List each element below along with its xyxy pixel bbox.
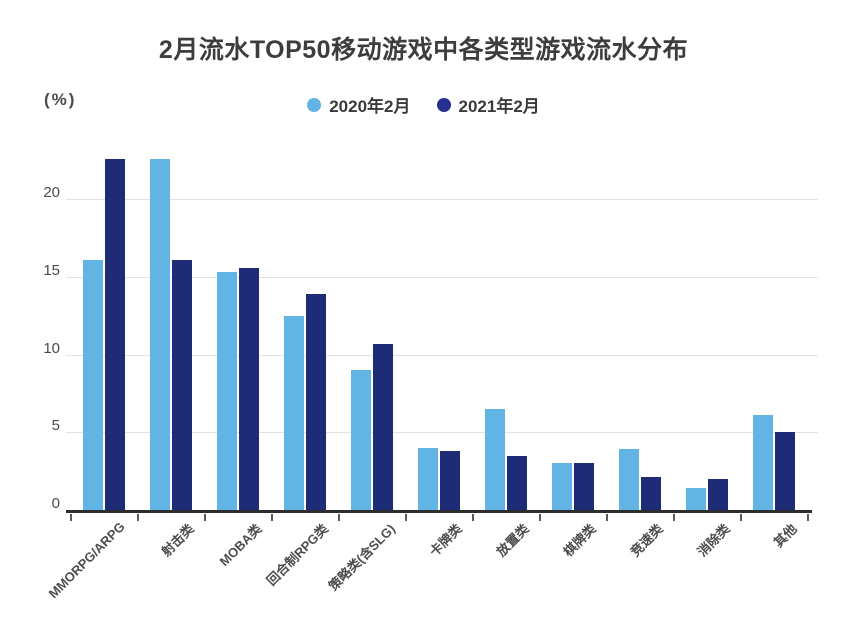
x-axis-tick bbox=[70, 514, 72, 521]
x-category-label-2: 射击类 bbox=[159, 521, 198, 560]
x-category-label-5: 策略类(含SLG) bbox=[325, 521, 399, 594]
bar-2020年2月-棋牌类 bbox=[551, 463, 572, 510]
bar-group-5 bbox=[338, 145, 405, 510]
y-tick-label-5: 5 bbox=[51, 417, 60, 435]
bar-group-10 bbox=[673, 145, 740, 510]
gridline-15 bbox=[66, 277, 818, 279]
x-axis-tick bbox=[271, 514, 273, 521]
bar-2021年2月-射击类 bbox=[171, 259, 192, 510]
gridline-10 bbox=[66, 354, 818, 356]
bar-2021年2月-棋牌类 bbox=[573, 463, 594, 510]
bar-2021年2月-其他 bbox=[774, 432, 795, 510]
bar-2021年2月-回合制RPG类 bbox=[305, 294, 326, 510]
bar-group-8 bbox=[539, 145, 606, 510]
legend: 2020年2月 2021年2月 bbox=[0, 92, 847, 117]
legend-item-2021: 2021年2月 bbox=[436, 92, 540, 117]
x-axis-tick bbox=[807, 514, 809, 521]
x-category-label-11: 其他 bbox=[771, 521, 801, 551]
legend-item-2020: 2020年2月 bbox=[307, 92, 411, 117]
y-tick-label-0: 0 bbox=[51, 495, 60, 512]
bar-2020年2月-其他 bbox=[752, 415, 773, 510]
bar-2021年2月-竞速类 bbox=[640, 477, 661, 510]
bar-2020年2月-射击类 bbox=[149, 158, 170, 510]
bar-2020年2月-MMORPG/ARPG bbox=[82, 259, 103, 510]
bar-2021年2月-策略类(含SLG) bbox=[372, 343, 393, 510]
x-category-label-6: 卡牌类 bbox=[427, 521, 466, 560]
chart-title: 2月流水TOP50移动游戏中各类型游戏流水分布 bbox=[158, 36, 689, 64]
bar-group-4 bbox=[271, 145, 338, 510]
bar-2020年2月-消除类 bbox=[685, 488, 706, 510]
bar-2020年2月-策略类(含SLG) bbox=[350, 370, 371, 510]
x-category-label-1: MMORPG/ARPG bbox=[45, 519, 129, 602]
x-axis-tick bbox=[673, 514, 675, 521]
bar-2021年2月-MMORPG/ARPG bbox=[104, 158, 125, 510]
y-tick-label-10: 10 bbox=[43, 339, 60, 357]
legend-dot-2021-icon bbox=[436, 97, 451, 112]
bar-group-1 bbox=[70, 145, 137, 510]
bar-2020年2月-卡牌类 bbox=[417, 447, 438, 510]
legend-label-2020: 2020年2月 bbox=[329, 97, 411, 116]
bar-2021年2月-MOBA类 bbox=[238, 267, 259, 510]
bar-group-3 bbox=[204, 145, 271, 510]
bar-group-6 bbox=[405, 145, 472, 510]
x-category-label-8: 棋牌类 bbox=[561, 521, 600, 560]
legend-dot-2020-icon bbox=[307, 97, 322, 112]
gridline-5 bbox=[66, 432, 818, 434]
x-category-label-9: 竞速类 bbox=[628, 521, 667, 560]
bar-2021年2月-消除类 bbox=[707, 478, 728, 510]
x-category-label-3: MOBA类 bbox=[216, 521, 265, 570]
x-axis-tick bbox=[405, 514, 407, 521]
bar-2020年2月-MOBA类 bbox=[216, 272, 237, 510]
bar-group-7 bbox=[472, 145, 539, 510]
y-tick-label-20: 20 bbox=[43, 184, 60, 202]
y-axis-unit-label: (%) bbox=[44, 90, 77, 109]
x-axis-tick bbox=[606, 514, 608, 521]
x-axis-tick bbox=[539, 514, 541, 521]
bar-2021年2月-卡牌类 bbox=[439, 450, 460, 510]
bar-2020年2月-放置类 bbox=[484, 409, 505, 510]
x-axis-tick bbox=[740, 514, 742, 521]
x-category-label-4: 回合制RPG类 bbox=[263, 521, 332, 589]
bar-group-11 bbox=[740, 145, 807, 510]
bar-2020年2月-竞速类 bbox=[618, 449, 639, 510]
plot-area: 0 5 10 15 20 MMORPG/ARPG 射击类 MOBA类 回合制RPG类 策略类(含S… bbox=[43, 145, 818, 601]
y-tick-label-15: 15 bbox=[43, 262, 60, 280]
bar-group-2 bbox=[137, 145, 204, 510]
x-category-label-10: 消除类 bbox=[695, 521, 734, 560]
bar-group-9 bbox=[606, 145, 673, 510]
x-axis-line bbox=[66, 510, 812, 513]
x-axis-tick bbox=[472, 514, 474, 521]
x-axis-tick bbox=[204, 514, 206, 521]
x-category-label-7: 放置类 bbox=[494, 521, 533, 560]
x-axis-tick bbox=[338, 514, 340, 521]
bar-2021年2月-放置类 bbox=[506, 455, 527, 510]
legend-label-2021: 2021年2月 bbox=[458, 97, 540, 116]
gridline-20 bbox=[66, 199, 818, 201]
x-axis-tick bbox=[137, 514, 139, 521]
bar-2020年2月-回合制RPG类 bbox=[283, 315, 304, 510]
